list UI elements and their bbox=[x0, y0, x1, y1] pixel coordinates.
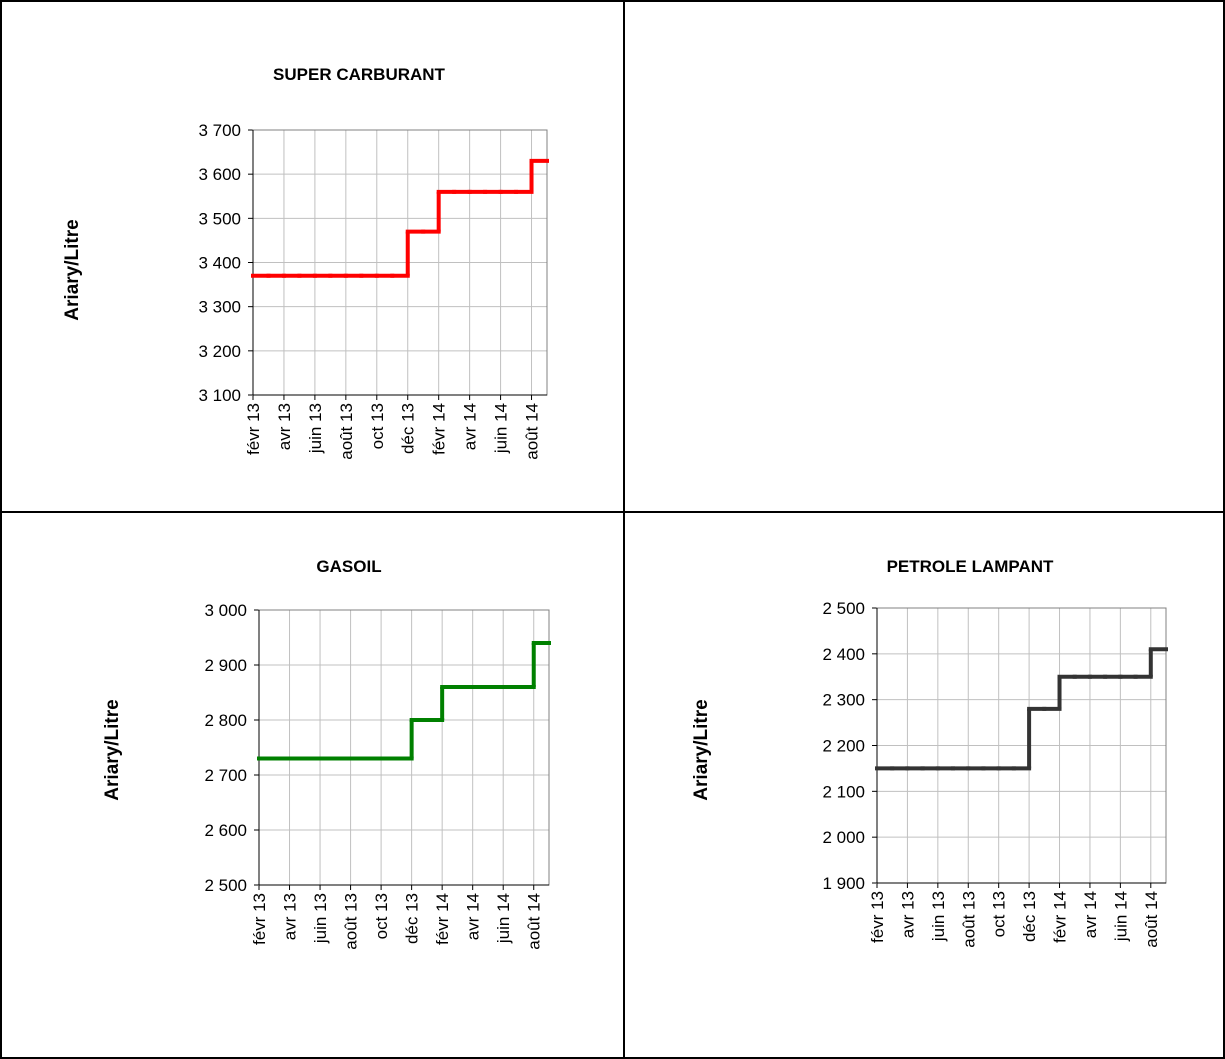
x-tick-label: avr 13 bbox=[281, 893, 300, 940]
x-tick-label: juin 14 bbox=[1111, 891, 1130, 942]
x-tick-label: févr 14 bbox=[1051, 891, 1070, 943]
y-tick-label: 2 700 bbox=[204, 766, 247, 785]
x-tick-label: févr 13 bbox=[244, 403, 263, 455]
x-tick-label: juin 13 bbox=[929, 891, 948, 942]
y-tick-label: 3 000 bbox=[204, 601, 247, 620]
y-axis-label: Ariary/Litre bbox=[62, 219, 83, 320]
x-tick-label: juin 14 bbox=[494, 893, 513, 944]
chart-title: GASOIL bbox=[316, 557, 381, 576]
x-tick-label: févr 13 bbox=[868, 891, 887, 943]
x-tick-label: févr 14 bbox=[430, 403, 449, 455]
y-tick-label: 3 300 bbox=[198, 298, 241, 317]
plot-frame bbox=[258, 609, 550, 886]
x-tick-label: avr 13 bbox=[898, 891, 917, 938]
x-tick-label: juin 13 bbox=[306, 403, 325, 454]
x-tick-label: oct 13 bbox=[990, 891, 1009, 937]
x-tick-label: avr 14 bbox=[464, 893, 483, 940]
y-tick-label: 2 600 bbox=[204, 821, 247, 840]
y-tick-label: 2 100 bbox=[822, 782, 865, 801]
y-tick-label: 2 000 bbox=[822, 828, 865, 847]
x-tick-label: août 14 bbox=[1142, 891, 1161, 948]
y-tick-label: 3 400 bbox=[198, 254, 241, 273]
y-tick-label: 3 500 bbox=[198, 209, 241, 228]
y-tick-label: 3 600 bbox=[198, 165, 241, 184]
y-axis-label: Ariary/Litre bbox=[691, 699, 712, 800]
x-tick-label: août 14 bbox=[523, 403, 542, 460]
y-tick-label: 2 800 bbox=[204, 711, 247, 730]
x-tick-label: août 13 bbox=[337, 403, 356, 460]
y-tick-label: 1 900 bbox=[822, 874, 865, 893]
x-tick-label: août 13 bbox=[342, 893, 361, 950]
x-tick-label: déc 13 bbox=[399, 403, 418, 454]
x-tick-label: août 13 bbox=[959, 891, 978, 948]
x-tick-label: avr 14 bbox=[1081, 891, 1100, 938]
x-tick-label: juin 13 bbox=[311, 893, 330, 944]
y-tick-label: 3 700 bbox=[198, 121, 241, 140]
y-tick-label: 3 200 bbox=[198, 342, 241, 361]
y-tick-label: 2 200 bbox=[822, 737, 865, 756]
x-tick-label: oct 13 bbox=[372, 893, 391, 939]
y-tick-label: 2 500 bbox=[822, 599, 865, 618]
x-tick-label: juin 14 bbox=[492, 403, 511, 454]
x-tick-label: déc 13 bbox=[1020, 891, 1039, 942]
y-tick-label: 2 900 bbox=[204, 656, 247, 675]
x-tick-label: août 14 bbox=[525, 893, 544, 950]
y-axis-label: Ariary/Litre bbox=[102, 699, 123, 800]
chart-title: SUPER CARBURANT bbox=[273, 65, 446, 84]
x-tick-label: févr 13 bbox=[250, 893, 269, 945]
y-tick-label: 2 400 bbox=[822, 645, 865, 664]
x-tick-label: avr 14 bbox=[461, 403, 480, 450]
x-tick-label: déc 13 bbox=[403, 893, 422, 944]
y-tick-label: 2 500 bbox=[204, 876, 247, 895]
y-tick-label: 3 100 bbox=[198, 386, 241, 405]
x-tick-label: oct 13 bbox=[368, 403, 387, 449]
x-tick-label: avr 13 bbox=[275, 403, 294, 450]
chart-title: PETROLE LAMPANT bbox=[887, 557, 1054, 576]
y-tick-label: 2 300 bbox=[822, 691, 865, 710]
x-tick-label: févr 14 bbox=[433, 893, 452, 945]
